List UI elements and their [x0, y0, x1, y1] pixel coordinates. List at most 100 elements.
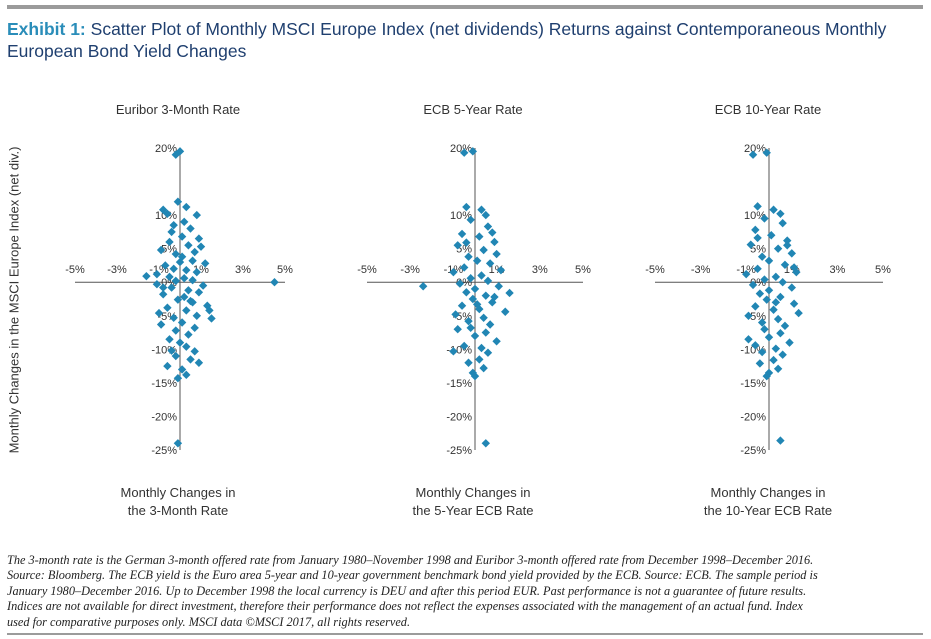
data-point — [769, 205, 778, 214]
data-point — [762, 371, 771, 381]
data-point — [165, 272, 174, 282]
data-point — [464, 358, 473, 367]
data-point — [460, 148, 469, 157]
data-point — [490, 237, 499, 247]
data-point — [764, 256, 774, 265]
data-point — [177, 318, 187, 327]
data-point — [483, 348, 493, 357]
y-tick-label: -10% — [446, 344, 472, 356]
data-point — [182, 342, 191, 351]
data-point — [764, 286, 774, 295]
data-point — [173, 197, 183, 206]
data-point — [182, 370, 191, 380]
y-tick-label: -25% — [151, 445, 177, 457]
data-point — [757, 347, 767, 357]
data-point — [755, 289, 765, 298]
data-point — [171, 150, 180, 159]
data-point — [175, 257, 185, 267]
panel-title: ECB 5-Year Rate — [423, 102, 522, 117]
data-point — [760, 214, 769, 223]
data-point — [773, 364, 783, 373]
data-point — [205, 306, 214, 315]
data-point — [776, 436, 785, 445]
data-point — [481, 439, 490, 448]
y-tick-label: 10% — [450, 210, 472, 222]
data-point — [492, 249, 501, 259]
data-point — [470, 284, 480, 294]
data-point — [190, 347, 199, 356]
data-point — [142, 271, 151, 281]
data-point — [751, 302, 760, 311]
data-point — [744, 335, 753, 344]
x-axis-caption: the 10-Year ECB Rate — [704, 503, 832, 518]
data-point — [173, 439, 183, 448]
data-point — [163, 361, 172, 371]
data-point — [771, 298, 781, 307]
data-point — [748, 280, 758, 290]
data-point — [481, 210, 490, 220]
y-tick-label: -15% — [151, 378, 177, 390]
data-point — [169, 264, 178, 273]
data-point — [180, 292, 189, 302]
data-point — [468, 147, 478, 156]
data-point — [163, 303, 172, 312]
data-point — [748, 150, 758, 159]
data-point — [449, 347, 458, 356]
x-tick-label: -5% — [357, 264, 377, 276]
data-point — [270, 278, 279, 287]
data-point — [485, 259, 495, 268]
data-point — [746, 240, 755, 249]
x-tick-label: 5% — [875, 264, 891, 276]
title-text: Scatter Plot of Monthly MSCI Europe Inde… — [7, 19, 887, 61]
data-point — [742, 269, 751, 279]
data-point — [184, 330, 193, 339]
data-point — [778, 278, 787, 287]
footnote: The 3-month rate is the German 3-month o… — [7, 553, 925, 630]
data-point — [762, 295, 771, 304]
data-point — [194, 288, 204, 297]
y-tick-label: -25% — [446, 445, 472, 457]
data-point — [751, 225, 760, 235]
data-point — [188, 276, 197, 285]
footnote-line: Source: Bloomberg. The ECB yield is the … — [7, 568, 818, 583]
data-point — [161, 261, 170, 270]
x-axis-caption: Monthly Changes in — [416, 485, 531, 500]
footnote-line: used for comparative purposes only. MSCI… — [7, 614, 411, 629]
data-point — [194, 358, 204, 367]
data-point — [190, 247, 199, 257]
data-point — [787, 249, 796, 258]
data-point — [167, 227, 176, 237]
data-point — [751, 341, 760, 350]
data-point — [479, 313, 488, 322]
data-point — [457, 229, 467, 239]
data-point — [182, 265, 191, 275]
data-point — [778, 350, 787, 359]
data-point — [156, 245, 166, 255]
data-point — [177, 232, 187, 241]
data-point — [198, 281, 208, 290]
data-point — [464, 316, 473, 326]
data-point — [762, 148, 771, 157]
y-tick-label: -20% — [740, 411, 766, 423]
data-point — [180, 273, 189, 283]
exhibit-label: Exhibit 1: — [7, 19, 86, 39]
scatter-panel: ECB 5-Year Rate-5%-3%-1%1%3%5%20%10%5%0%… — [357, 102, 591, 518]
data-point — [192, 210, 201, 220]
data-point — [188, 256, 197, 265]
data-point — [483, 222, 493, 231]
data-point — [485, 320, 495, 329]
data-point — [767, 231, 776, 240]
x-tick-label: -3% — [107, 264, 127, 276]
data-point — [780, 260, 790, 269]
bottom-rule — [7, 633, 923, 635]
data-point — [182, 202, 191, 212]
data-point — [757, 252, 767, 261]
data-point — [462, 202, 471, 212]
data-point — [477, 343, 486, 353]
data-point — [171, 249, 180, 259]
data-point — [177, 365, 187, 374]
y-tick-label: 10% — [744, 210, 766, 222]
data-point — [505, 288, 514, 298]
x-tick-label: -5% — [645, 264, 665, 276]
data-point — [753, 264, 762, 273]
